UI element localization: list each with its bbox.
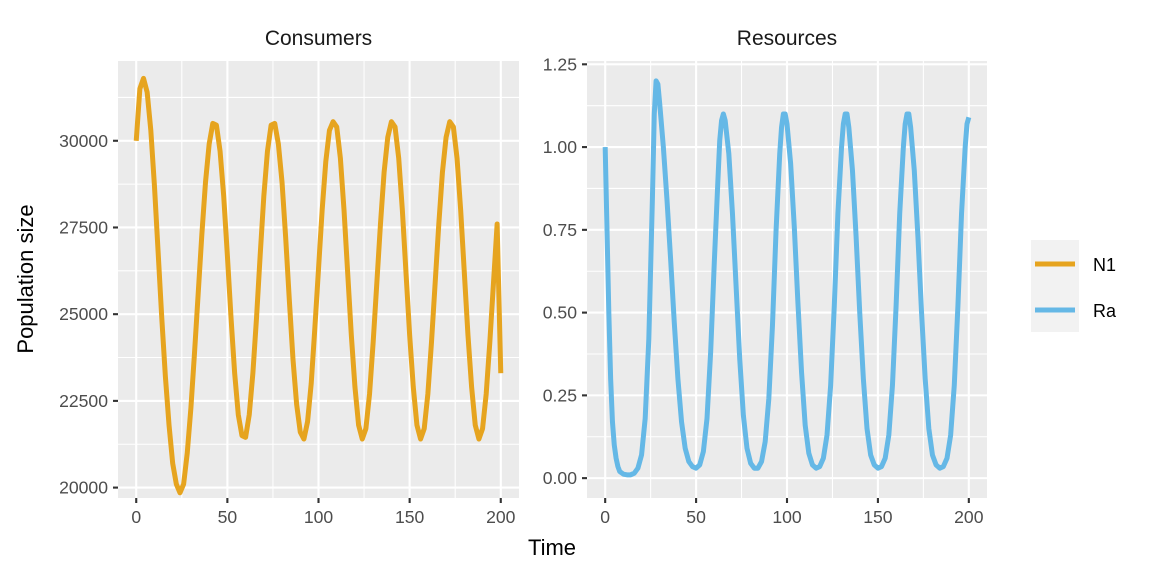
x-tick-label: 100	[304, 507, 334, 527]
legend-background	[1031, 240, 1079, 332]
y-tick-label: 20000	[59, 478, 108, 498]
series-group-consumers	[133, 75, 504, 496]
legend: N1 Ra	[1031, 240, 1117, 332]
y-tick-label: 22500	[59, 391, 108, 411]
y-tick-label: 27500	[59, 217, 108, 237]
series-line-ra-resources	[602, 78, 972, 478]
axes-consumers: 0 50 100 150 200 20000 22500 25000 27500 30000	[59, 131, 516, 527]
series-group-resources	[602, 78, 972, 478]
y-tick-label: 1.25	[543, 54, 577, 74]
x-tick-label: 200	[954, 507, 984, 527]
legend-label-n1: N1	[1093, 255, 1116, 275]
y-tick-label: 0.75	[543, 220, 577, 240]
x-axis-title: Time	[528, 535, 576, 560]
x-tick-label: 200	[486, 507, 516, 527]
x-tick-label: 50	[686, 507, 706, 527]
panel-title-resources: Resources	[737, 27, 837, 50]
x-tick-label: 0	[131, 507, 141, 527]
x-tick-label: 100	[772, 507, 802, 527]
legend-label-ra: Ra	[1093, 301, 1117, 321]
y-tick-label: 0.50	[543, 303, 577, 323]
y-tick-label: 0.00	[543, 468, 577, 488]
y-tick-label: 30000	[59, 131, 108, 151]
x-tick-label: 0	[600, 507, 610, 527]
y-tick-label: 0.25	[543, 385, 577, 405]
panel-title-consumers: Consumers	[265, 27, 372, 50]
x-tick-label: 150	[395, 507, 425, 527]
panel-resources: Resources 0 50 100 150 200 0.00 0.25 0.50 0.75 1.…	[543, 27, 987, 527]
panel-consumers: Consumers 0 50 100 150 200 20000 22500 25000 275…	[59, 27, 519, 527]
y-tick-label: 25000	[59, 304, 108, 324]
axes-resources: 0 50 100 150 200 0.00 0.25 0.50 0.75 1.00 1.25	[543, 54, 984, 527]
x-tick-label: 50	[218, 507, 238, 527]
series-line-n1-consumers	[133, 75, 504, 496]
x-tick-label: 150	[863, 507, 893, 527]
y-tick-label: 1.00	[543, 137, 577, 157]
y-axis-title: Population size	[13, 204, 38, 353]
